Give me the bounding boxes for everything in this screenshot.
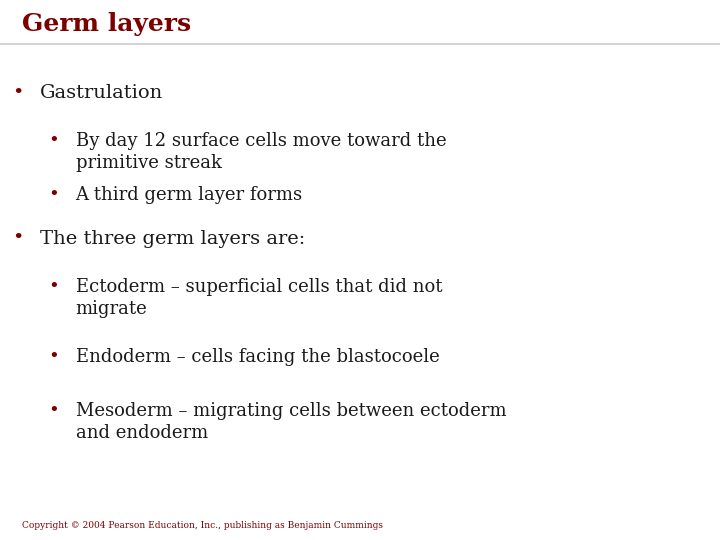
Text: Ectoderm – superficial cells that did not
migrate: Ectoderm – superficial cells that did no… [76, 278, 442, 318]
Text: The three germ layers are:: The three germ layers are: [40, 230, 305, 247]
Text: •: • [48, 402, 59, 420]
Text: By day 12 surface cells move toward the
primitive streak: By day 12 surface cells move toward the … [76, 132, 446, 172]
Text: •: • [12, 84, 24, 102]
Text: •: • [48, 186, 59, 204]
Text: Gastrulation: Gastrulation [40, 84, 163, 102]
Text: Endoderm – cells facing the blastocoele: Endoderm – cells facing the blastocoele [76, 348, 439, 366]
Text: •: • [48, 348, 59, 366]
Text: •: • [12, 230, 24, 247]
Text: •: • [48, 278, 59, 296]
Text: •: • [48, 132, 59, 150]
Text: Germ layers: Germ layers [22, 12, 191, 36]
Text: Mesoderm – migrating cells between ectoderm
and endoderm: Mesoderm – migrating cells between ectod… [76, 402, 506, 442]
Text: A third germ layer forms: A third germ layer forms [76, 186, 302, 204]
Text: Copyright © 2004 Pearson Education, Inc., publishing as Benjamin Cummings: Copyright © 2004 Pearson Education, Inc.… [22, 521, 382, 530]
